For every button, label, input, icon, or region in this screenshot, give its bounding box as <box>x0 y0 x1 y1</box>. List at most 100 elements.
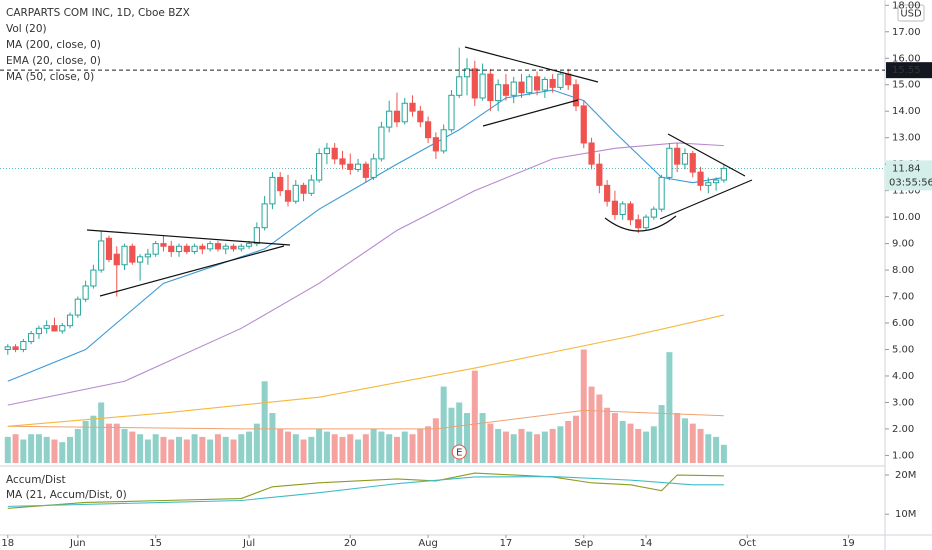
volume-bar <box>619 420 626 463</box>
volume-bar <box>238 434 245 463</box>
candle-body <box>323 147 331 155</box>
volume-bar <box>222 436 229 463</box>
candle-body <box>720 167 727 181</box>
candle-body <box>611 200 619 215</box>
candle-body <box>230 245 237 250</box>
legend-accum: Accum/Dist <box>6 474 66 486</box>
volume-bar <box>277 428 284 463</box>
candle-body <box>191 245 198 253</box>
candle-body <box>105 237 113 260</box>
volume-bar <box>604 407 611 463</box>
candle-body <box>666 147 673 178</box>
candle-body <box>316 153 323 181</box>
volume-bar <box>681 418 688 463</box>
volume-bar <box>510 434 517 463</box>
candle-body <box>214 243 222 250</box>
candle-body <box>308 179 315 194</box>
trend-line <box>86 229 291 246</box>
volume-bar <box>269 413 276 463</box>
volume-bar <box>588 386 595 463</box>
countdown: 03:55:56 <box>889 177 932 188</box>
candle-body <box>20 341 27 351</box>
volume-bar <box>331 434 338 463</box>
candle-body <box>386 110 393 128</box>
candle-body <box>549 78 556 88</box>
volume-bar <box>549 428 556 463</box>
candle-body <box>479 73 486 99</box>
candle-body <box>12 346 19 350</box>
volume-bar <box>362 434 369 463</box>
currency-box[interactable] <box>897 4 925 22</box>
volume-bar <box>308 436 315 463</box>
volume-bar <box>144 439 151 463</box>
candle-body <box>619 203 626 215</box>
volume-bar <box>284 431 291 463</box>
volume-bar <box>596 394 603 463</box>
candle-body <box>417 110 424 123</box>
volume-bar <box>720 444 727 463</box>
candle-body <box>650 208 657 218</box>
candle-body <box>502 84 510 96</box>
accum-line <box>7 472 724 509</box>
trend-line <box>659 179 753 220</box>
x-tick-label: 18 <box>1 538 14 549</box>
candle-body <box>588 142 595 165</box>
candle-body <box>292 184 299 202</box>
candle-body <box>565 73 572 86</box>
candle-body <box>269 176 276 205</box>
price-line-label: 15.55 <box>892 65 921 76</box>
y-tick-label: 2.00 <box>892 424 914 435</box>
candle-body <box>354 163 362 170</box>
volume-bar <box>191 434 198 463</box>
volume-bar <box>168 439 175 463</box>
candle-body <box>409 102 416 112</box>
volume-bar <box>323 431 330 463</box>
y-tick-label: 15.00 <box>892 80 921 91</box>
candle-body <box>471 68 478 99</box>
candle-body <box>222 245 229 250</box>
y-tick-label: 10.00 <box>892 212 921 223</box>
x-tick-label: Sep <box>574 538 593 549</box>
volume-bar <box>214 434 221 463</box>
volume-bar <box>12 434 19 463</box>
candle-body <box>207 243 214 250</box>
candle-body <box>261 203 268 229</box>
moving-average <box>7 314 725 427</box>
volume-bar <box>495 428 502 463</box>
candle-body <box>245 243 253 247</box>
candle-body <box>199 245 206 250</box>
candle-body <box>541 78 548 91</box>
volume-bar <box>347 434 354 463</box>
x-tick-label: 14 <box>640 538 653 549</box>
volume-bar <box>565 420 572 463</box>
volume-bar <box>534 434 541 463</box>
candle-body <box>28 333 35 343</box>
volume-bar <box>90 415 97 463</box>
y-tick-label: 10M <box>895 509 916 520</box>
volume-bar <box>580 349 587 463</box>
candle-body <box>463 68 471 78</box>
volume-bar <box>370 428 377 463</box>
candle-body <box>82 285 89 300</box>
volume-bar <box>152 434 159 463</box>
y-tick-label: 17.00 <box>892 27 921 38</box>
candle-body <box>121 245 128 266</box>
volume-bar <box>456 402 463 463</box>
candle-body <box>370 158 377 178</box>
candle-body <box>59 325 66 332</box>
volume-bar <box>113 423 120 463</box>
candle-body <box>253 227 260 245</box>
earnings-label: E <box>456 448 462 459</box>
x-tick-label: 15 <box>149 538 162 549</box>
candle-body <box>510 81 517 96</box>
volume-bar <box>487 423 494 463</box>
candle-body <box>487 73 494 102</box>
volume-bar <box>572 415 579 463</box>
y-tick-label: 16.00 <box>892 53 921 64</box>
volume-bar <box>643 431 650 463</box>
candle-body <box>526 76 533 94</box>
volume-bar <box>121 428 128 463</box>
candle-body <box>168 245 175 253</box>
candle-body <box>689 153 696 173</box>
